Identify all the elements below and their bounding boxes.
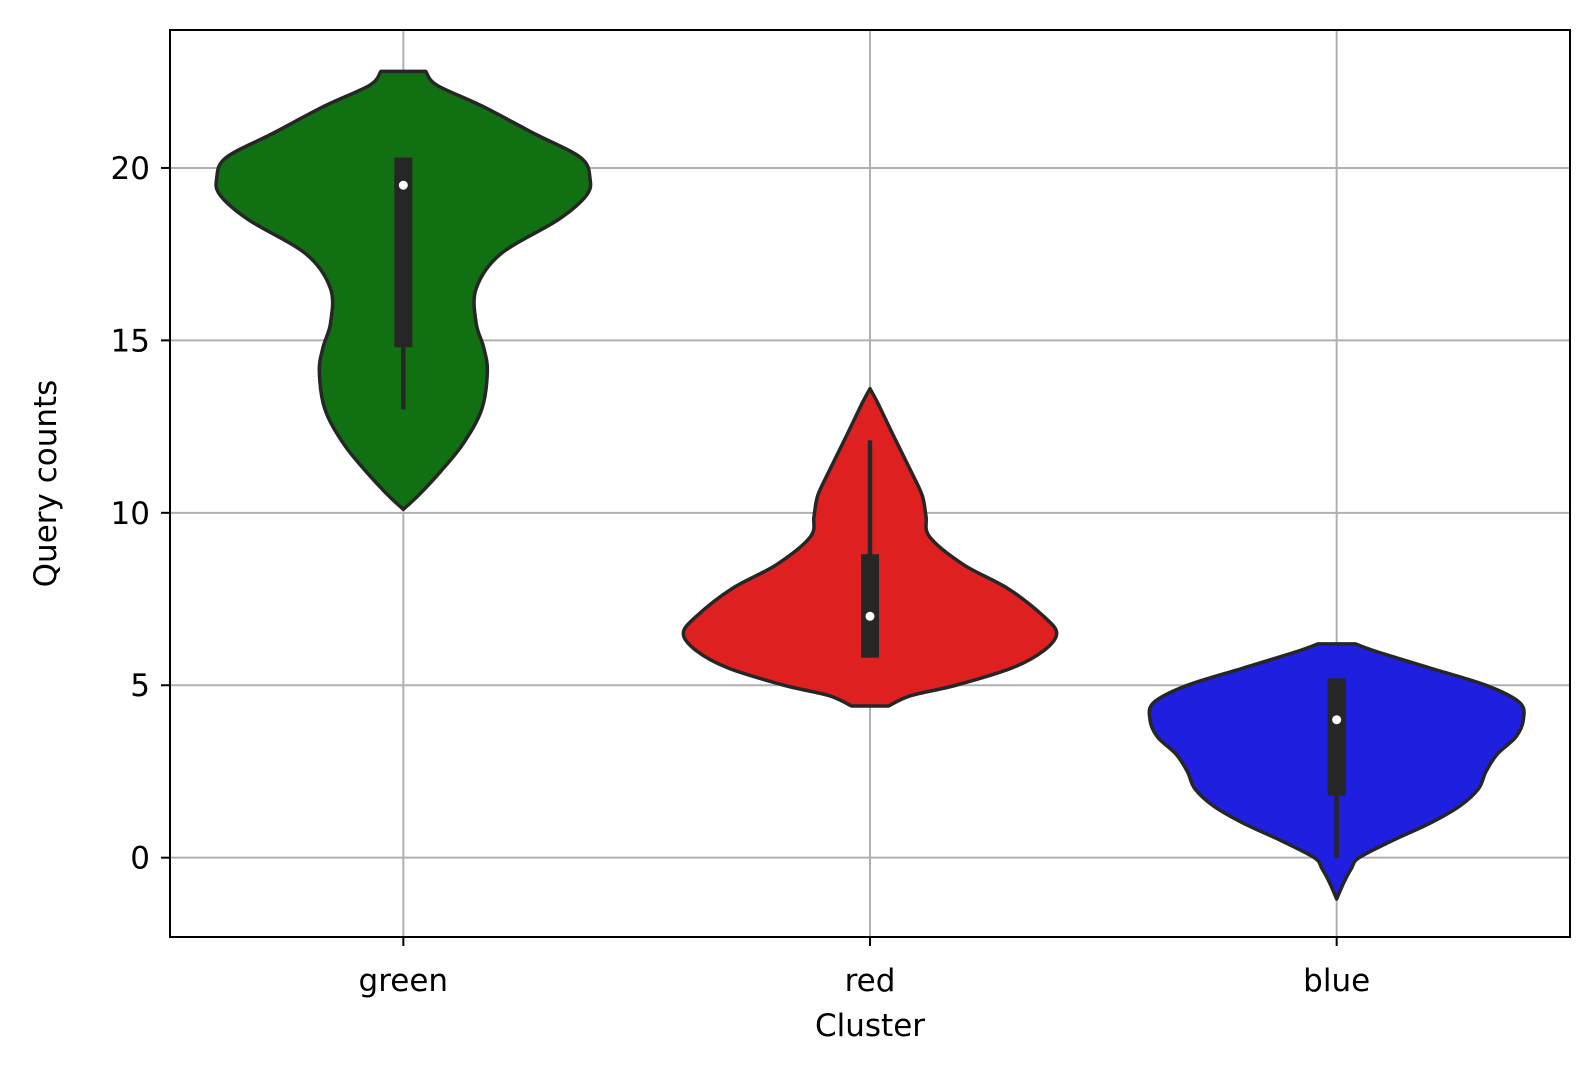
y-tick-label: 15 (111, 323, 150, 359)
y-tick-label: 5 (130, 668, 150, 704)
y-tick-label: 10 (111, 496, 150, 532)
violin-median (865, 611, 875, 621)
violin-median (398, 180, 408, 190)
violin-iqr-box (1327, 678, 1346, 796)
y-axis-label: Query counts (28, 380, 64, 588)
violins (214, 69, 1526, 901)
ticks: 0 5 10 15 20 green red blue (111, 151, 1371, 999)
violin-iqr-box (861, 554, 879, 658)
x-tick-label: blue (1303, 963, 1370, 999)
violin-median (1332, 715, 1342, 725)
violin-iqr-box (394, 157, 413, 348)
x-axis-label: Cluster (815, 1008, 925, 1044)
y-tick-label: 20 (111, 151, 150, 187)
x-tick-label: red (845, 963, 896, 999)
x-tick-label: green (359, 963, 449, 999)
y-tick-label: 0 (130, 841, 150, 877)
